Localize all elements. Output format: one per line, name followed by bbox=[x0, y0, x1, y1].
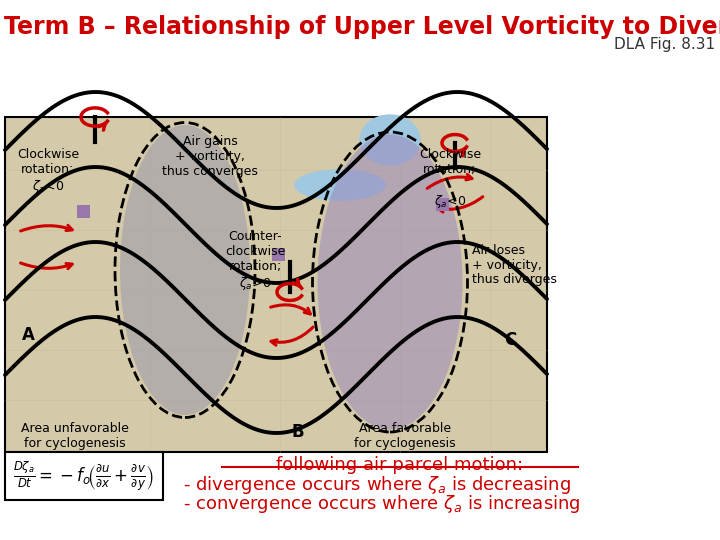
Text: $\frac{D\zeta_a}{Dt} = -f_o\!\left(\frac{\partial u}{\partial x} + \frac{\partia: $\frac{D\zeta_a}{Dt} = -f_o\!\left(\frac… bbox=[13, 460, 155, 492]
Bar bbox=[77, 205, 90, 218]
Text: Air gains
+ vorticity,
thus converges: Air gains + vorticity, thus converges bbox=[162, 135, 258, 178]
Text: Counter-
clockwise
rotation;
$\zeta_a$>0: Counter- clockwise rotation; $\zeta_a$>0 bbox=[225, 230, 285, 292]
Bar bbox=[436, 198, 449, 211]
Text: following air parcel motion:: following air parcel motion: bbox=[276, 456, 523, 474]
Ellipse shape bbox=[318, 134, 462, 429]
Text: B: B bbox=[292, 423, 305, 441]
Ellipse shape bbox=[295, 170, 385, 200]
Text: - convergence occurs where $\zeta_a$ is increasing: - convergence occurs where $\zeta_a$ is … bbox=[183, 493, 580, 515]
Text: Clockwise
rotation;

$\zeta_a$<0: Clockwise rotation; $\zeta_a$<0 bbox=[419, 148, 481, 211]
Text: - divergence occurs where $\zeta_a$ is decreasing: - divergence occurs where $\zeta_a$ is d… bbox=[183, 474, 571, 496]
Text: Term B – Relationship of Upper Level Vorticity to Divergence / Convergence: Term B – Relationship of Upper Level Vor… bbox=[4, 15, 720, 39]
Text: Area favorable
for cyclogenesis: Area favorable for cyclogenesis bbox=[354, 422, 456, 450]
Text: Area unfavorable
for cyclogenesis: Area unfavorable for cyclogenesis bbox=[21, 422, 129, 450]
Ellipse shape bbox=[120, 125, 250, 415]
Text: Clockwise
rotation;
$\zeta_a$<0: Clockwise rotation; $\zeta_a$<0 bbox=[17, 148, 79, 195]
Bar bbox=[5, 117, 547, 452]
Ellipse shape bbox=[360, 115, 420, 165]
Text: C: C bbox=[504, 331, 516, 349]
Text: A: A bbox=[22, 326, 35, 344]
Bar bbox=[5, 452, 163, 500]
Text: Air loses
+ vorticity,
thus diverges: Air loses + vorticity, thus diverges bbox=[472, 244, 557, 287]
Bar bbox=[272, 248, 285, 261]
Text: DLA Fig. 8.31: DLA Fig. 8.31 bbox=[614, 37, 715, 52]
